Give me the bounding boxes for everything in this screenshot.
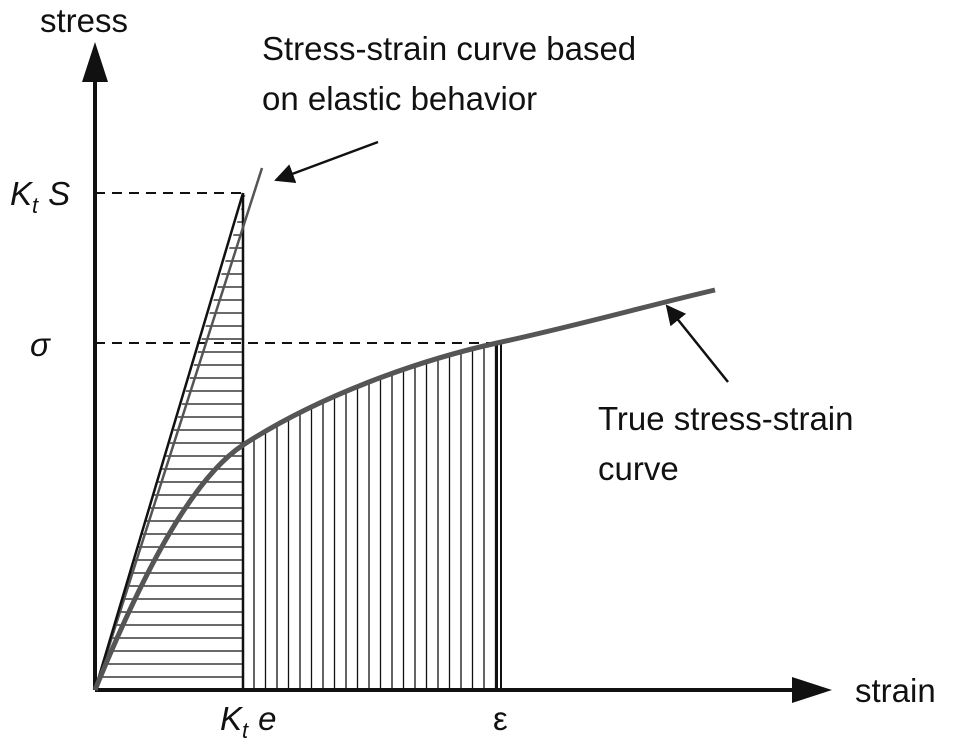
- annotation-line: Stress-strain curve based: [262, 30, 636, 67]
- annotation-line: True stress-strain: [598, 400, 854, 437]
- y-axis-label: stress: [40, 2, 128, 39]
- y-axis-arrow: [82, 42, 108, 82]
- subscript: t: [32, 193, 39, 218]
- variable: e: [258, 700, 276, 737]
- annotation-line: curve: [598, 450, 679, 487]
- x-axis-label: strain: [855, 672, 936, 709]
- epsilon-label: ε: [493, 700, 508, 737]
- variable: S: [48, 175, 70, 212]
- x-axis-arrow: [792, 677, 832, 703]
- symbol: K: [10, 175, 34, 212]
- annotation-arrow: [665, 304, 729, 383]
- annotation-line: on elastic behavior: [262, 80, 537, 117]
- kts-label: Kt S: [10, 175, 70, 218]
- sigma-label: σ: [30, 326, 51, 363]
- vertical-hatching: [253, 343, 497, 690]
- elastic-curve: [93, 167, 264, 691]
- subscript: t: [242, 718, 249, 743]
- true-curve: [92, 287, 716, 691]
- symbol: K: [220, 700, 244, 737]
- annotation-arrow: [274, 140, 379, 184]
- kte-label: Kt e: [220, 700, 277, 743]
- elastic-curve-front: [93, 192, 245, 691]
